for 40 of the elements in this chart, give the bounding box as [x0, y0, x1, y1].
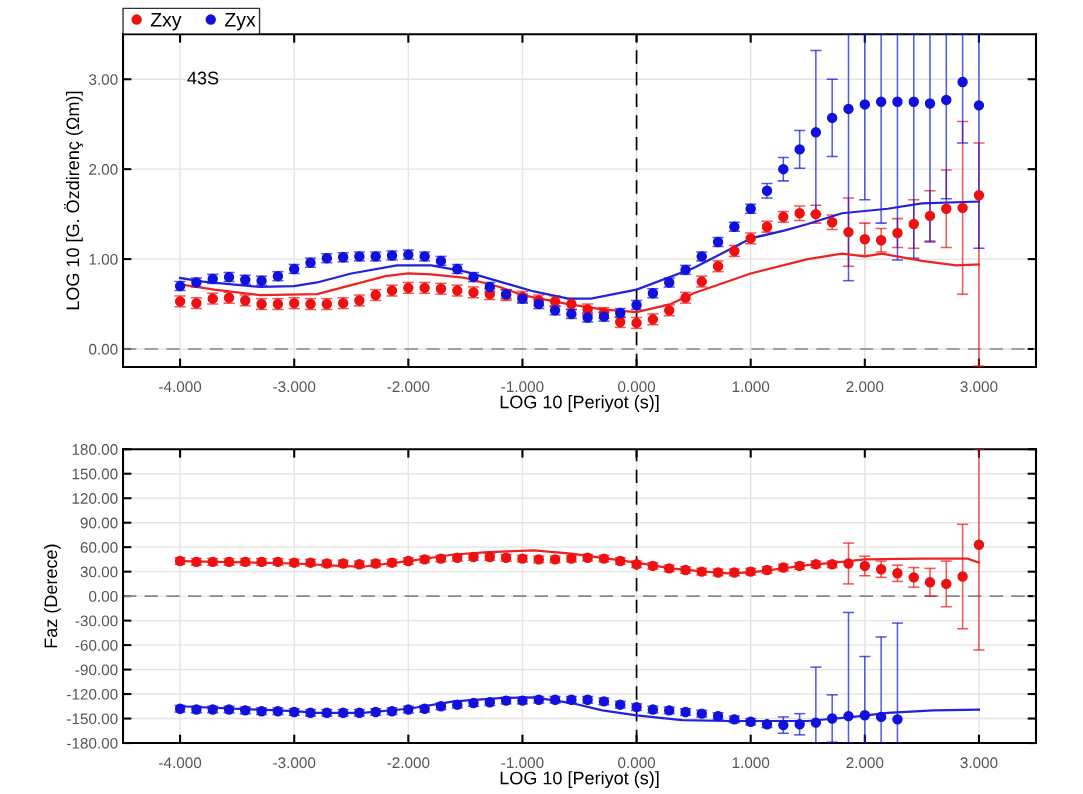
y-tick-label: -150.00	[67, 713, 118, 725]
x-tick-label: -4.000	[159, 757, 202, 769]
x-tick-label: -1.000	[501, 381, 544, 393]
y-axis-title: Faz (Derece)	[43, 544, 61, 648]
y-axis-title: LOG 10 [G. Özdirenç (Ωm)]	[63, 91, 83, 310]
y-tick-label: 2.00	[89, 164, 118, 175]
y-tick-label: -120.00	[67, 688, 118, 700]
x-tick-label: -4.000	[159, 381, 202, 393]
x-tick-label: 0.000	[618, 381, 656, 393]
x-tick-label: -1.000	[501, 757, 544, 769]
annotation: 43S	[187, 71, 219, 85]
y-tick-label: -180.00	[67, 737, 118, 749]
x-tick-label: -3.000	[273, 381, 316, 393]
x-tick-label: 2.000	[846, 757, 884, 769]
x-tick-label: 1.000	[732, 381, 770, 393]
x-tick-label: 1.000	[732, 757, 770, 769]
x-tick-label: -2.000	[387, 381, 430, 393]
y-tick-label: 60.00	[80, 542, 118, 553]
x-axis-title: LOG 10 [Periyot (s)]	[500, 395, 659, 412]
y-tick-label: 3.00	[89, 74, 118, 85]
y-tick-label: 30.00	[80, 566, 118, 578]
y-tick-label: 180.00	[72, 444, 118, 455]
x-tick-label: 3.000	[960, 757, 998, 769]
y-tick-label: 0.00	[89, 591, 118, 602]
y-tick-label: -90.00	[75, 664, 118, 676]
y-tick-label: 120.00	[72, 493, 118, 504]
y-tick-label: 90.00	[80, 517, 118, 529]
x-tick-label: 0.000	[618, 757, 656, 769]
legend-label: Zxy	[150, 13, 182, 31]
y-tick-label: 0.00	[89, 343, 118, 355]
x-axis-title: LOG 10 [Periyot (s)]	[500, 771, 659, 788]
y-tick-label: 1.00	[89, 253, 118, 265]
y-tick-label: 150.00	[72, 468, 118, 480]
x-tick-label: 3.000	[960, 381, 998, 393]
legend-label: Zyx	[224, 13, 256, 31]
y-tick-label: -60.00	[75, 639, 118, 651]
x-tick-label: -3.000	[273, 757, 316, 769]
x-tick-label: -2.000	[387, 757, 430, 769]
x-tick-label: 2.000	[846, 381, 884, 393]
y-tick-label: -30.00	[75, 615, 118, 627]
